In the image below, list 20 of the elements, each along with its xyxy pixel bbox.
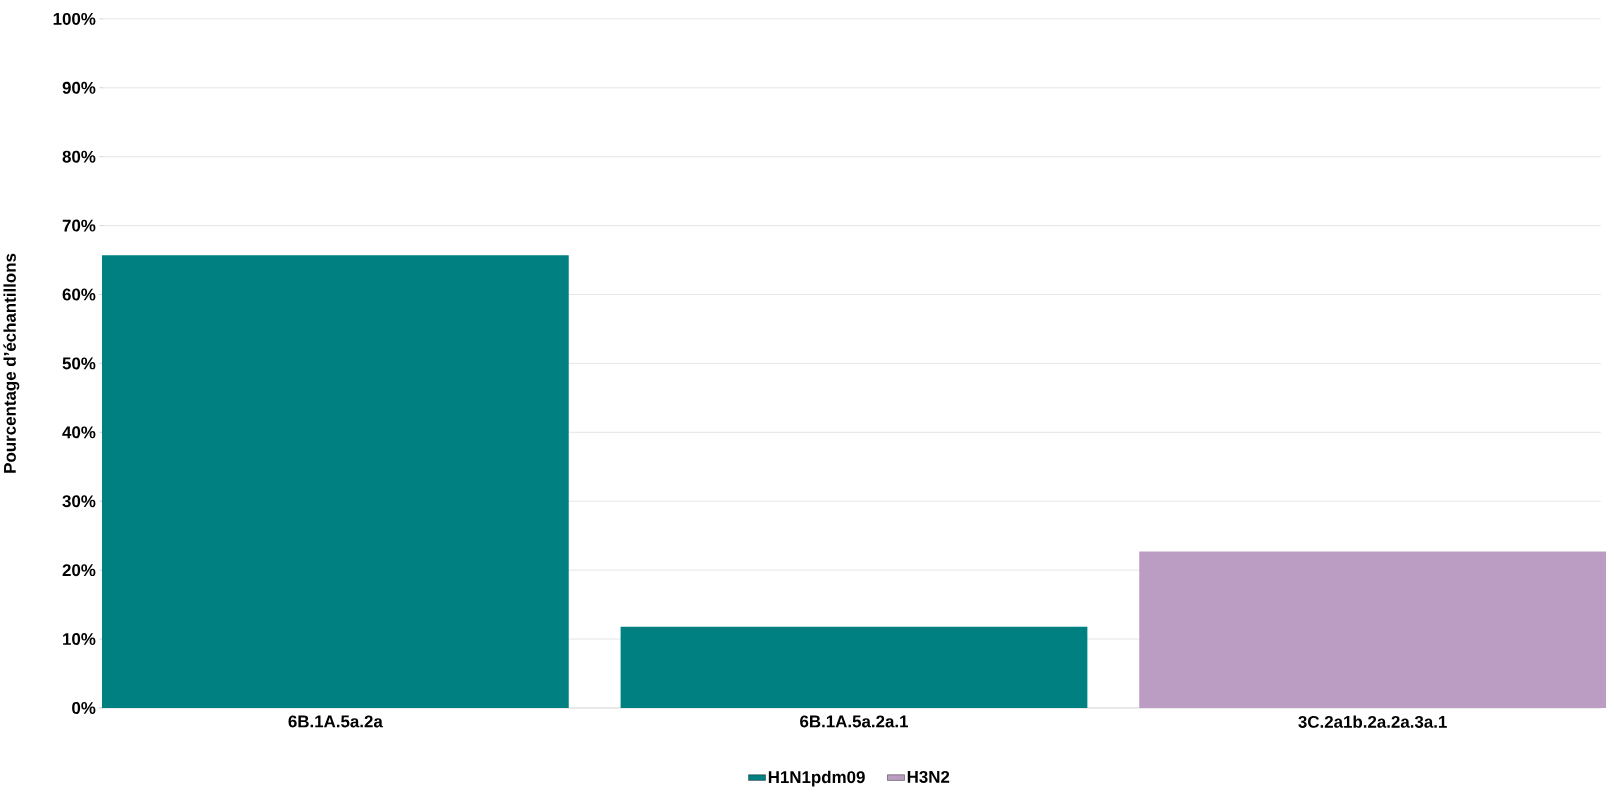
bar <box>1139 551 1606 708</box>
y-axis-title: Pourcentage d’échantillons <box>3 253 20 473</box>
y-tick-label: 70% <box>62 219 96 232</box>
bar <box>101 255 569 708</box>
y-tick-label: 20% <box>62 563 96 576</box>
legend-label: H3N2 <box>907 770 950 783</box>
bar <box>620 626 1088 708</box>
legend-label: H1N1pdm09 <box>768 770 865 787</box>
y-tick-label: 30% <box>62 495 96 508</box>
x-tick-label: 3C.2a1b.2a.2a.3a.1 <box>1298 715 1447 728</box>
x-tick-label: 6B.1A.5a.2a <box>288 715 383 728</box>
y-tick-label: 60% <box>62 288 96 301</box>
y-tick-label: 10% <box>63 632 96 645</box>
y-tick-label: 40% <box>62 426 96 439</box>
y-tick-label: 0% <box>72 701 96 714</box>
y-tick-label: 50% <box>62 357 96 370</box>
x-tick-label: 6B.1A.5a.2a.1 <box>800 715 909 728</box>
y-tick-label: 80% <box>62 150 96 163</box>
y-tick-label: 90% <box>62 81 96 94</box>
y-tick-label: 100% <box>53 12 96 25</box>
